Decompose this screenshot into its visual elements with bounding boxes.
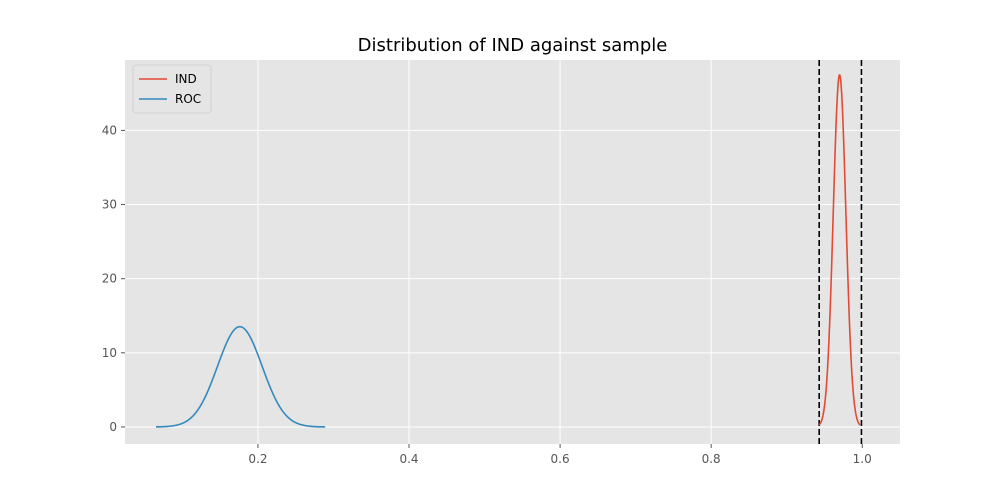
y-tick-label: 40 [102,123,117,137]
y-axis: 0 10 20 30 40 [102,123,125,434]
series-line-roc [155,325,326,428]
x-tick-label: 0.6 [551,452,570,466]
legend-box [132,64,212,114]
grid [125,60,900,444]
x-tick-label: 0.2 [248,452,267,466]
x-axis: 0.2 0.4 0.6 0.8 1.0 [248,444,872,466]
x-tick-label: 1.0 [853,452,872,466]
y-tick-label: 30 [102,198,117,212]
x-tick-label: 0.8 [702,452,721,466]
reference-lines [818,60,863,444]
legend-label-ind: IND [175,72,197,86]
series-line-ind [818,73,861,426]
x-tick-label: 0.4 [399,452,418,466]
y-tick-label: 0 [109,420,117,434]
series-lines [155,73,861,428]
y-tick-label: 20 [102,272,117,286]
legend: IND ROC [132,64,212,114]
plot-area [125,60,900,444]
chart-title: Distribution of IND against sample [358,35,668,56]
legend-label-roc: ROC [175,92,201,106]
y-tick-label: 10 [102,346,117,360]
